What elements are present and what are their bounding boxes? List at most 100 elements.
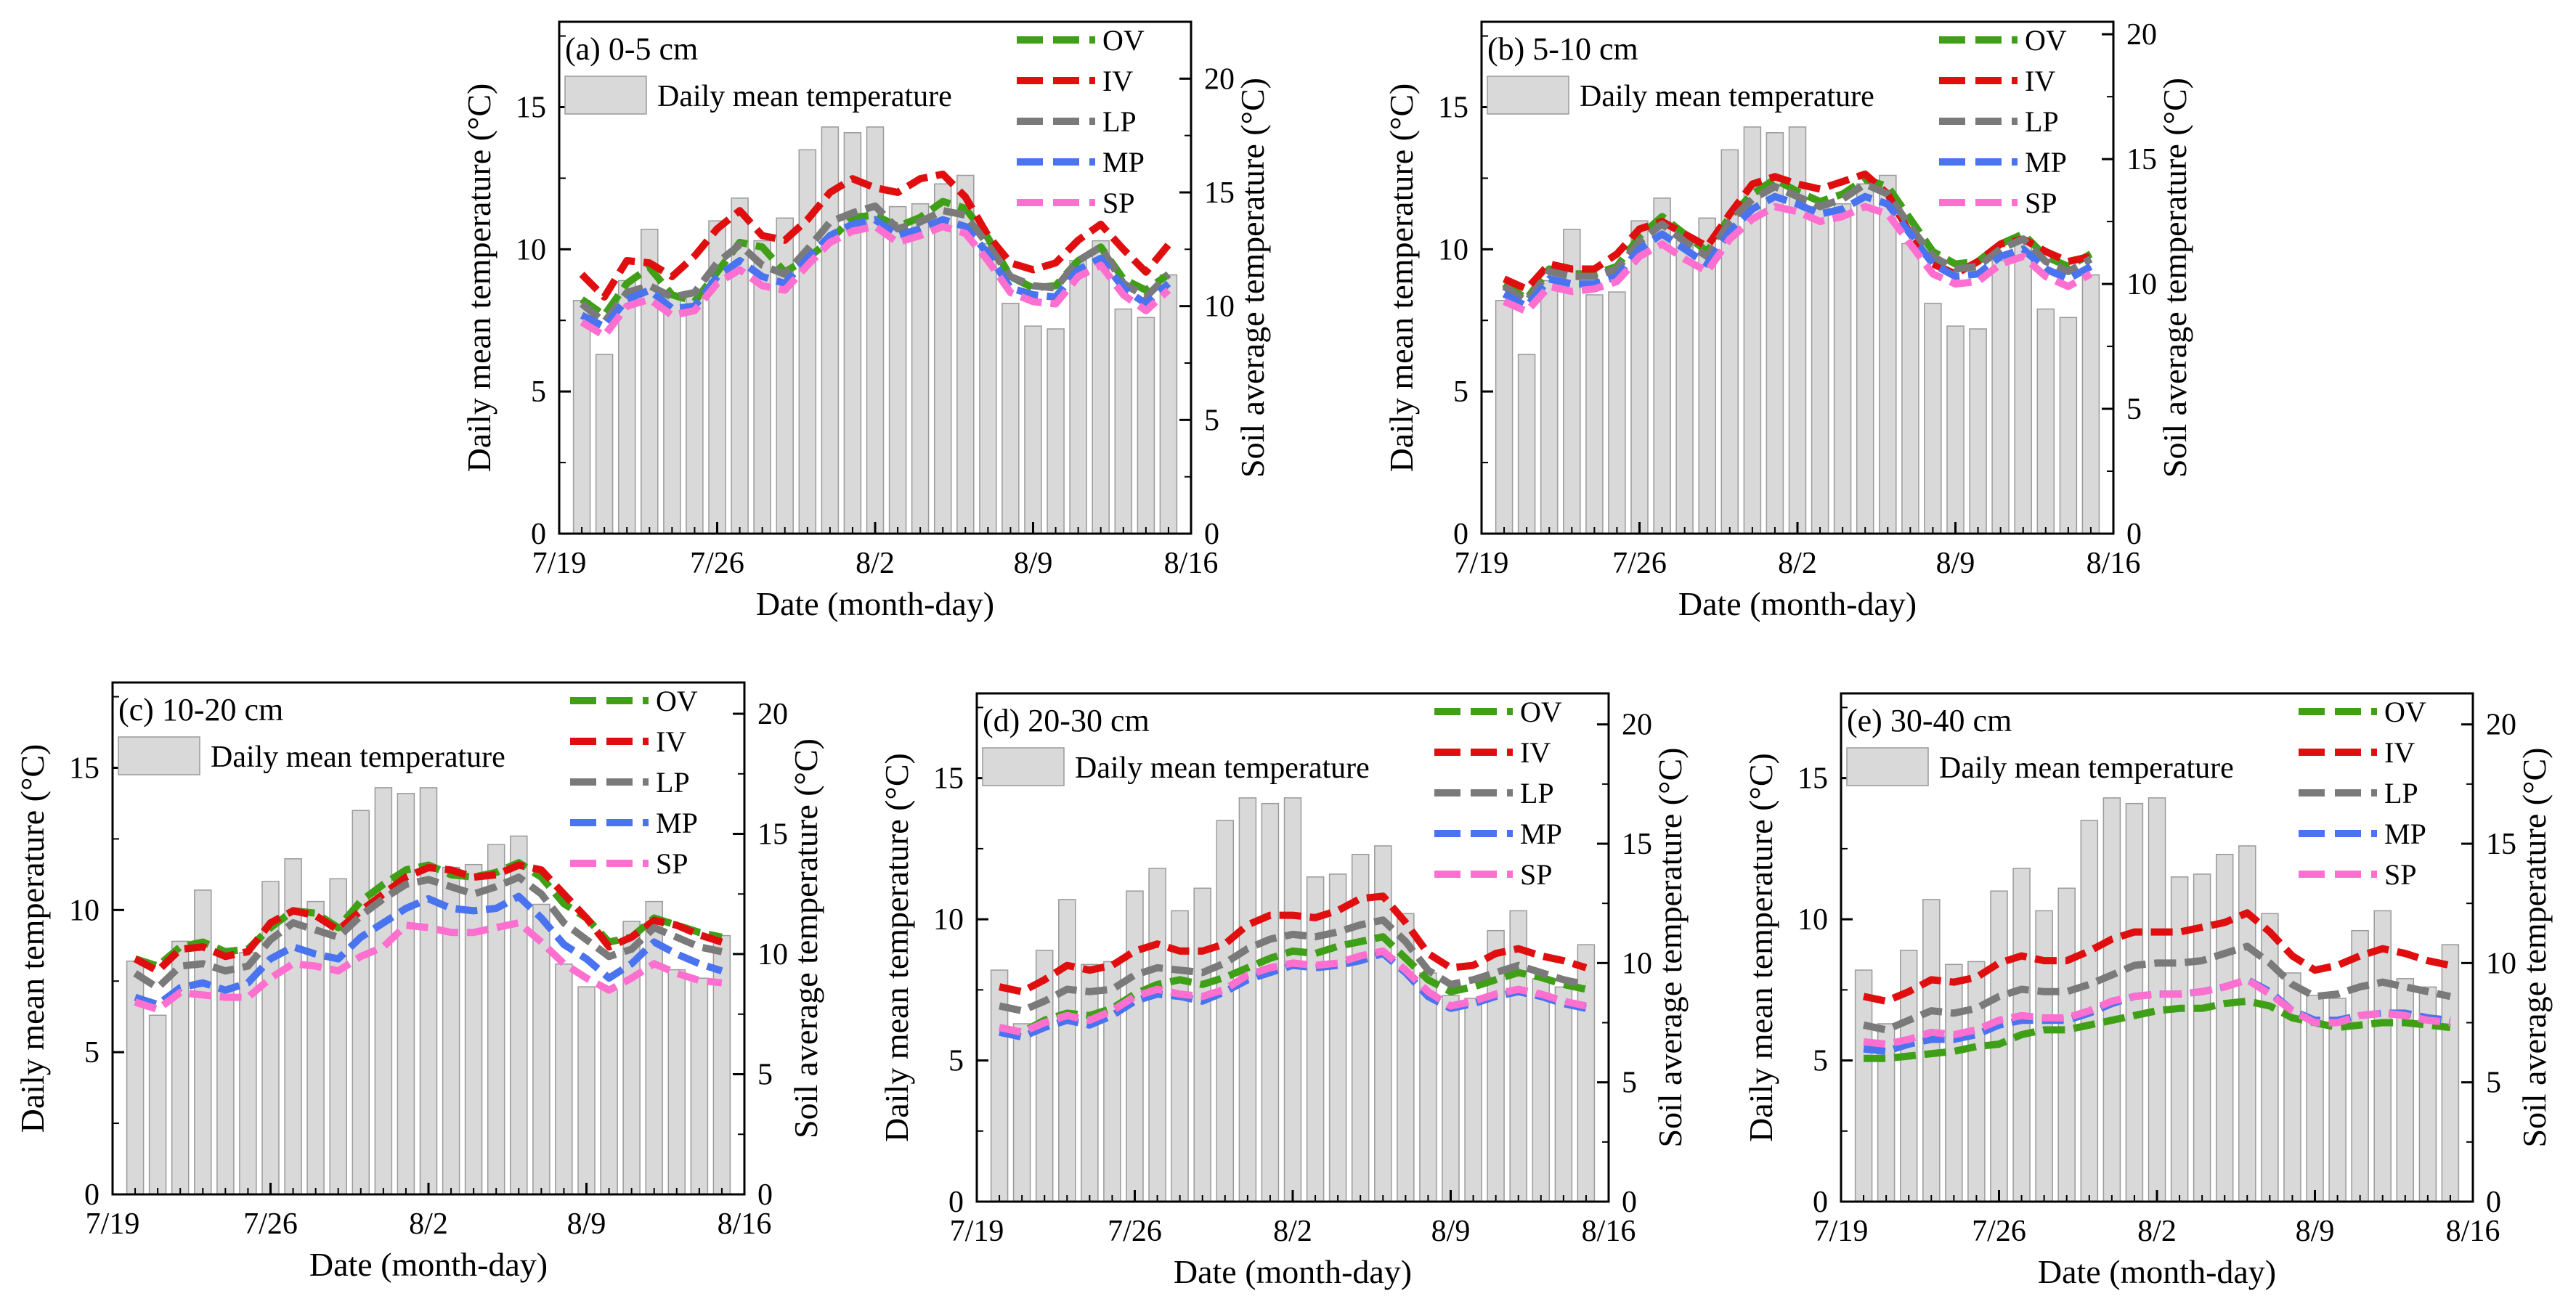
legend-bar-label: Daily mean temperature: [1580, 80, 1874, 113]
bar-day-25: [1532, 978, 1551, 1202]
bar-day-24: [1509, 910, 1527, 1202]
y2-tick-label: 10: [1622, 947, 1652, 980]
bar-day-13: [397, 793, 415, 1195]
series-line-ov: [999, 933, 1587, 1036]
legend-label-sp: SP: [2384, 858, 2417, 891]
bar-day-3: [171, 940, 190, 1195]
legend-bar-swatch: [982, 747, 1065, 786]
bar-day-27: [1159, 274, 1178, 534]
bar-day-23: [2351, 929, 2369, 1202]
y2-axis-label: Soil average temperature (°C): [1651, 748, 1689, 1148]
y2-tick-label: 15: [1622, 828, 1652, 861]
bar-day-24: [2373, 910, 2392, 1202]
bar-day-11: [352, 810, 370, 1195]
y-tick-label: 10: [69, 894, 99, 927]
y2-tick-label: 15: [2486, 828, 2516, 861]
bar-day-18: [1879, 174, 1897, 534]
x-tick-label: 7/26: [1108, 1215, 1162, 1248]
x-axis-label: Date (month-day): [1678, 585, 1917, 622]
bar-day-17: [1351, 853, 1370, 1202]
panel-title: (a) 0-5 cm: [565, 31, 698, 67]
legend-label-iv: IV: [1520, 736, 1551, 769]
x-tick-label: 8/9: [1431, 1215, 1471, 1248]
bar-day-2: [1012, 1023, 1031, 1202]
x-tick-label: 8/2: [1778, 547, 1817, 580]
legend-label-sp: SP: [1102, 187, 1135, 219]
y2-tick-label: 15: [1204, 176, 1235, 210]
legend-label-lp: LP: [2025, 105, 2059, 138]
bar-day-4: [194, 889, 212, 1195]
legend-label-lp: LP: [1102, 105, 1137, 138]
x-tick-label: 7/19: [1814, 1215, 1869, 1248]
bar-day-5: [1081, 963, 1099, 1202]
y2-tick-label: 10: [2486, 947, 2516, 980]
legend-label-sp: SP: [2025, 187, 2057, 219]
bar-day-2: [148, 1014, 167, 1195]
y2-axis-label: Soil average temperature (°C): [2516, 748, 2553, 1148]
series-line-sp: [999, 947, 1587, 1036]
bar-day-3: [1035, 950, 1054, 1202]
y-tick-label: 15: [1438, 91, 1468, 125]
bar-day-17: [2215, 853, 2234, 1202]
bar-day-2: [595, 354, 614, 534]
bar-day-1: [1854, 969, 1873, 1202]
series-line-iv: [999, 892, 1588, 995]
x-tick-label: 8/9: [1936, 547, 1975, 580]
legend-label-lp: LP: [2384, 777, 2418, 810]
series-line-sp: [1863, 976, 2451, 1048]
bar-day-18: [510, 835, 528, 1195]
legend-label-lp: LP: [656, 766, 690, 799]
legend-label-mp: MP: [2384, 818, 2426, 850]
series-line-lp: [133, 873, 723, 992]
y-axis-label: Daily mean temperature (°C): [460, 83, 497, 473]
bar-day-22: [1047, 328, 1065, 534]
x-tick-label: 7/19: [1455, 547, 1509, 580]
series-line-lp: [579, 202, 1171, 326]
legend-label-ov: OV: [656, 685, 698, 717]
legend-label-mp: MP: [2025, 146, 2067, 179]
bar-day-20: [555, 963, 573, 1195]
bar-day-16: [1328, 873, 1347, 1202]
bar-day-6: [1103, 961, 1121, 1202]
bar-day-15: [1811, 205, 1829, 534]
legend-bar-label: Daily mean temperature: [657, 80, 952, 113]
bar-day-14: [2148, 797, 2166, 1202]
legend-bar-swatch: [118, 736, 200, 775]
bar-day-13: [1261, 802, 1280, 1202]
bar-day-11: [1216, 820, 1235, 1202]
y-tick-label: 0: [948, 1186, 964, 1219]
bar-day-5: [1945, 963, 1963, 1202]
x-tick-label: 7/19: [86, 1207, 140, 1241]
y2-tick-label: 15: [2126, 143, 2157, 176]
series-line-iv: [133, 861, 723, 975]
bar-day-12: [374, 787, 393, 1195]
bar-day-14: [419, 787, 438, 1195]
bar-day-7: [1630, 220, 1649, 534]
bar-day-17: [933, 183, 952, 534]
y-tick-label: 0: [1453, 518, 1468, 551]
y2-tick-label: 0: [2126, 518, 2142, 551]
panel-title: (b) 5-10 cm: [1487, 31, 1638, 67]
bar-day-21: [1024, 325, 1042, 534]
bar-day-23: [1069, 260, 1087, 534]
y-tick-label: 10: [516, 233, 546, 266]
y-tick-label: 5: [531, 375, 546, 409]
bar-day-1: [1495, 300, 1513, 534]
bar-day-16: [1833, 203, 1852, 534]
bar-day-12: [1238, 797, 1257, 1202]
x-tick-label: 7/26: [243, 1207, 298, 1241]
series-line-sp: [580, 223, 1171, 340]
bar-day-5: [663, 294, 681, 534]
bar-day-27: [2441, 944, 2460, 1202]
x-axis-label: Date (month-day): [1174, 1253, 1412, 1290]
bar-day-5: [1585, 294, 1604, 534]
legend-label-ov: OV: [2384, 696, 2426, 728]
bar-day-17: [1856, 183, 1874, 534]
bar-day-20: [1001, 303, 1020, 534]
bar-day-13: [843, 132, 862, 534]
y2-tick-label: 0: [1622, 1186, 1637, 1219]
bar-day-21: [1946, 325, 1964, 534]
